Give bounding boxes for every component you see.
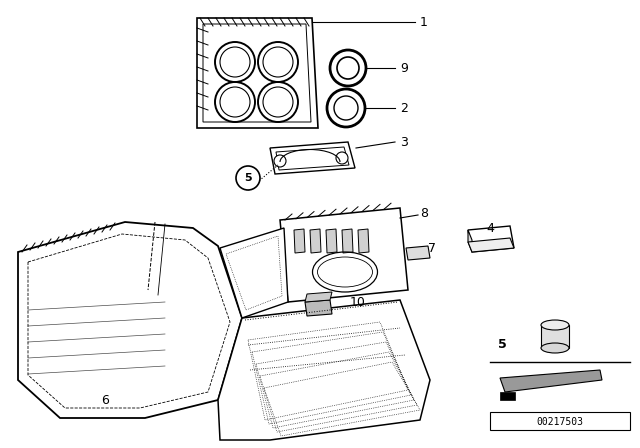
Polygon shape xyxy=(468,226,514,252)
Text: 7: 7 xyxy=(428,241,436,254)
Circle shape xyxy=(258,82,298,122)
Polygon shape xyxy=(541,325,569,348)
Text: 10: 10 xyxy=(350,296,366,309)
Polygon shape xyxy=(18,222,242,418)
Circle shape xyxy=(215,42,255,82)
Polygon shape xyxy=(500,370,602,392)
Text: 1: 1 xyxy=(420,16,428,29)
Text: 4: 4 xyxy=(486,221,494,234)
Polygon shape xyxy=(305,292,332,302)
Circle shape xyxy=(336,152,348,164)
Bar xyxy=(490,412,630,430)
Circle shape xyxy=(258,42,298,82)
Polygon shape xyxy=(310,229,321,253)
Polygon shape xyxy=(406,246,430,260)
Polygon shape xyxy=(280,208,408,302)
Polygon shape xyxy=(305,300,332,316)
Text: 9: 9 xyxy=(400,61,408,74)
Polygon shape xyxy=(500,392,515,400)
Polygon shape xyxy=(197,18,318,128)
Polygon shape xyxy=(326,229,337,253)
Polygon shape xyxy=(220,228,288,318)
Text: 00217503: 00217503 xyxy=(536,417,584,427)
Ellipse shape xyxy=(541,320,569,330)
Text: 3: 3 xyxy=(400,135,408,148)
Ellipse shape xyxy=(541,343,569,353)
Polygon shape xyxy=(270,142,355,174)
Circle shape xyxy=(330,50,366,86)
Circle shape xyxy=(215,82,255,122)
Text: 5: 5 xyxy=(498,337,506,350)
Circle shape xyxy=(274,155,286,167)
Polygon shape xyxy=(218,300,430,440)
Polygon shape xyxy=(294,229,305,253)
Text: 6: 6 xyxy=(101,393,109,406)
Polygon shape xyxy=(468,238,514,252)
Text: 2: 2 xyxy=(400,102,408,115)
Polygon shape xyxy=(468,230,472,252)
Text: 5: 5 xyxy=(244,173,252,183)
Polygon shape xyxy=(342,229,353,253)
Polygon shape xyxy=(358,229,369,253)
Circle shape xyxy=(327,89,365,127)
Circle shape xyxy=(236,166,260,190)
Text: 8: 8 xyxy=(420,207,428,220)
